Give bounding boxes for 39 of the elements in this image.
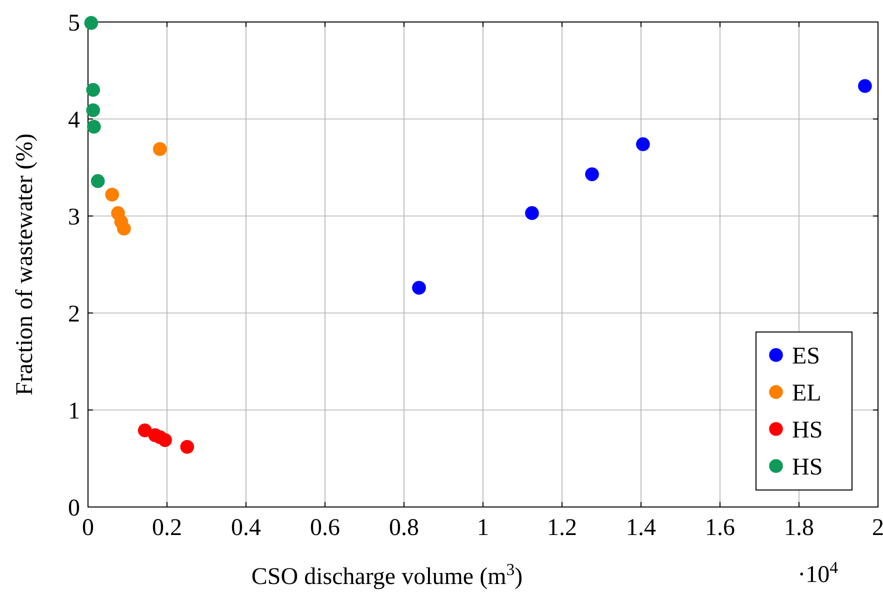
- x-tick-label: 0.6: [310, 515, 340, 541]
- y-tick-label: 3: [68, 204, 80, 230]
- point: [158, 433, 172, 447]
- x-tick-label: 1.8: [784, 515, 814, 541]
- x-tick-label: 0.8: [389, 515, 419, 541]
- point: [87, 120, 101, 134]
- legend-label: HS: [792, 417, 823, 444]
- point: [90, 174, 105, 188]
- point: [525, 206, 539, 220]
- text: ·10$^{4}$: [798, 558, 839, 588]
- x-tick-label: 1: [477, 515, 489, 541]
- point: [180, 440, 194, 454]
- x-tick-label: 1.2: [547, 515, 577, 541]
- legend-label: EL: [792, 380, 822, 406]
- x-axis-title: CSO discharge volume (m$^{3}$): [251, 560, 523, 590]
- y-tick-label: 4: [68, 107, 80, 134]
- point: [86, 103, 100, 118]
- y-tick-label: 0: [68, 495, 80, 522]
- point: [585, 167, 599, 182]
- point: [138, 423, 152, 438]
- point: [858, 79, 872, 93]
- legend-label: HS: [792, 454, 823, 480]
- legend-label: ES: [792, 343, 820, 370]
- point: [105, 188, 120, 202]
- y-axis-title: Fraction of wastewater (%): [12, 134, 38, 396]
- x-tick-label: 1.4: [626, 515, 656, 541]
- x-tick-label: 0.2: [152, 515, 182, 541]
- point: [152, 142, 167, 156]
- x-tick-label: 1.6: [705, 515, 735, 541]
- x-tick-label: 2: [872, 515, 883, 541]
- point: [636, 137, 650, 152]
- y-tick-label: 2: [68, 301, 80, 328]
- y-tick-label: 5: [68, 10, 80, 36]
- y-tick-label: 1: [68, 398, 80, 424]
- point: [86, 83, 100, 97]
- point: [412, 280, 426, 295]
- x-tick-label: 0.4: [231, 515, 261, 541]
- point: [84, 16, 98, 30]
- point: [117, 222, 131, 236]
